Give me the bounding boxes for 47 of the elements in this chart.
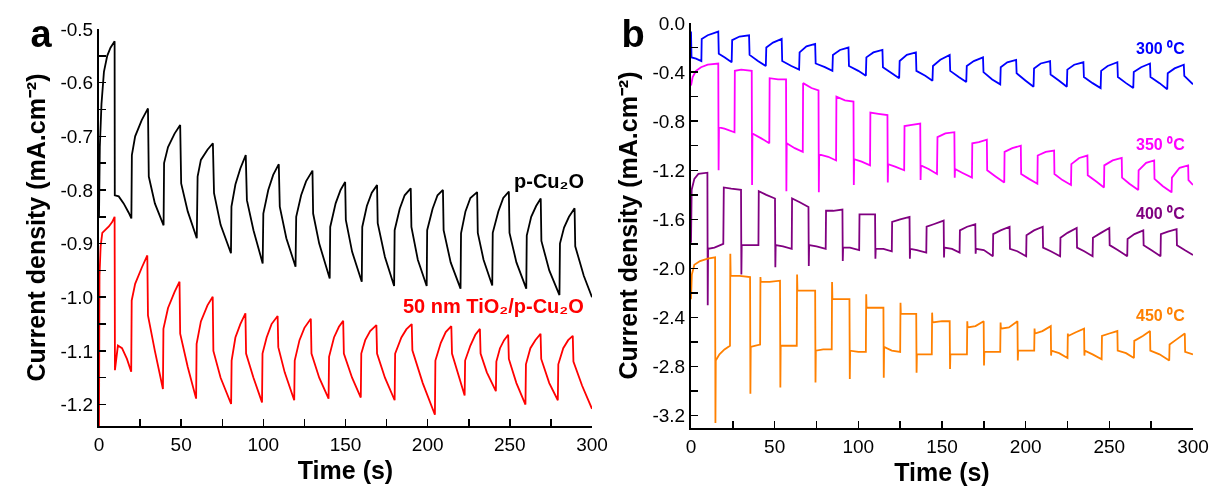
y-axis-title: Current density (mA.cm⁻²) [613,71,642,380]
x-tick-label: 200 [411,433,444,455]
line-series [691,171,1193,307]
y-tick-label: -0.9 [60,233,94,255]
y-tick-label: -1.6 [652,209,686,231]
x-axis-title: Time (s) [894,458,990,487]
y-tick-label: -1.0 [60,286,94,308]
x-tick-label: 200 [1009,435,1042,457]
chart-title: b [621,12,645,55]
x-tick-label: 50 [170,433,192,455]
x-tick-label: 50 [764,435,786,457]
y-tick-label: -0.7 [60,125,94,147]
series-label: 400 ⁰C [1136,205,1186,222]
y-tick-label: -2.8 [652,356,686,378]
line-series [691,30,1193,91]
line-series [691,252,1193,424]
y-tick-label: -1.1 [60,340,94,362]
x-axis-title: Time (s) [297,456,394,485]
series-label: 300 ⁰C [1136,40,1186,57]
y-tick-label: -3.2 [652,405,686,427]
x-tick-label: 250 [493,433,526,455]
x-tick-label: 150 [329,433,362,455]
chart-title: a [30,12,53,55]
y-tick-label: 0.0 [658,12,686,34]
y-tick-label: -1.2 [652,159,686,181]
x-tick-label: 0 [685,435,697,457]
series-label: 350 ⁰C [1136,136,1186,153]
y-tick-label: -2.0 [652,258,686,280]
y-tick-label: -0.4 [652,61,686,83]
series-label: p-Cu₂O [514,170,584,192]
y-tick-label: -0.8 [60,179,94,201]
x-tick-label: 100 [247,433,280,455]
x-tick-label: 0 [93,433,105,455]
y-tick-label: -0.8 [652,110,686,132]
x-tick-label: 300 [576,433,608,455]
y-tick-label: -2.4 [652,307,686,329]
x-tick-label: 150 [926,435,958,457]
y-tick-label: -1.2 [60,394,94,416]
x-tick-label: 250 [1093,435,1126,457]
line-series [691,62,1193,194]
series-label: 450 ⁰C [1136,307,1186,324]
y-tick-label: -0.6 [60,72,94,94]
x-tick-label: 300 [1177,435,1209,457]
x-tick-label: 100 [842,435,875,457]
y-tick-label: -0.5 [60,18,94,40]
series-label: 50 nm TiO₂/p-Cu₂O [403,295,584,317]
y-axis-title: Current density (mA.cm⁻²) [21,73,50,382]
